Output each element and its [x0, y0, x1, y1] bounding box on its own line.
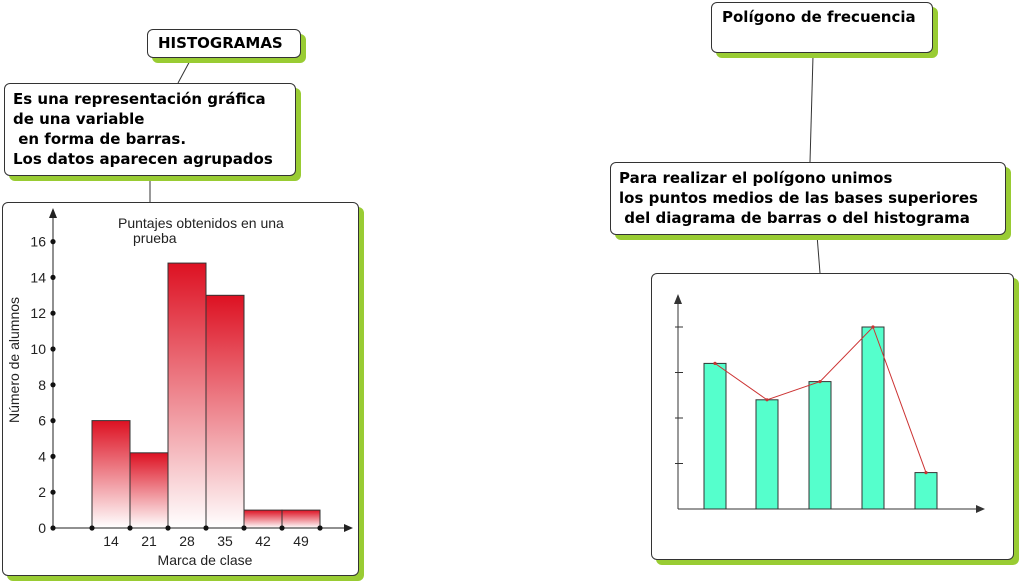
polygon-bar	[755, 399, 779, 510]
histogram-bar	[281, 509, 321, 529]
y-axis-arrow	[674, 294, 682, 304]
y-tick-label: 0	[38, 520, 46, 536]
y-tick-label: 6	[38, 413, 46, 429]
description-line: Los datos aparecen agrupados	[13, 150, 273, 168]
polygon-point	[713, 361, 717, 365]
histogram-bar	[205, 294, 245, 529]
y-tick-label: 14	[30, 269, 46, 285]
y-tick-label: 8	[38, 377, 46, 393]
histogram-bar	[167, 262, 207, 529]
x-axis-arrow	[344, 524, 353, 532]
y-axis-arrow	[49, 208, 57, 218]
x-tick-label: 42	[255, 533, 271, 549]
y-tick-dot	[50, 239, 56, 245]
connector-title-to-description	[177, 56, 193, 84]
y-tick-label: 10	[30, 341, 46, 357]
y-tick-dot	[50, 382, 56, 388]
y-tick-dot	[50, 453, 56, 459]
histogram-title: HISTOGRAMAS	[158, 34, 283, 52]
polygon-bar	[703, 362, 727, 510]
polygon-bar	[808, 381, 832, 510]
x-axis-arrow	[976, 505, 985, 513]
x-boundary-dot	[241, 525, 247, 531]
x-tick-label: 21	[141, 533, 157, 549]
x-tick-label: 14	[103, 533, 119, 549]
y-tick-dot	[50, 346, 56, 352]
histogram-description-node[interactable]: Es una representación gráfica de una var…	[4, 83, 296, 176]
histogram-chart-node[interactable]: Puntajes obtenidos en una prueba Número …	[2, 202, 359, 576]
y-tick-dot	[50, 310, 56, 316]
description-line: en forma de barras.	[13, 130, 187, 148]
y-tick-dot	[50, 525, 56, 531]
description-line: los puntos medios de las bases superiore…	[619, 189, 978, 207]
polygon-bar	[861, 326, 885, 510]
y-tick-label: 2	[38, 484, 46, 500]
histogram-title-node[interactable]: HISTOGRAMAS	[147, 29, 301, 58]
polygon-point	[765, 398, 769, 402]
x-boundary-dot	[89, 525, 95, 531]
histogram-bar	[129, 452, 169, 529]
y-tick-dot	[50, 274, 56, 280]
histogram-bar	[243, 509, 283, 529]
x-boundary-dot	[127, 525, 133, 531]
polygon-point	[871, 325, 875, 329]
polygon-title: Polígono de frecuencia	[722, 8, 916, 26]
chart-title-line-2: prueba	[133, 230, 177, 246]
description-line: Para realizar el polígono unimos	[619, 169, 893, 187]
y-tick-label: 4	[38, 448, 46, 464]
y-tick-label: 12	[30, 305, 46, 321]
y-tick-label: 16	[30, 234, 46, 250]
polygon-bar	[914, 472, 938, 510]
polygon-point	[924, 471, 928, 475]
chart-title-line-1: Puntajes obtenidos en una	[118, 215, 284, 231]
x-boundary-dot	[203, 525, 209, 531]
polygon-description-node[interactable]: Para realizar el polígono unimos los pun…	[610, 162, 1006, 235]
polygon-chart-node[interactable]	[651, 273, 1014, 560]
x-tick-label: 28	[179, 533, 195, 549]
y-axis-label: Número de alumnos	[6, 297, 22, 423]
description-line: Es una representación gráfica	[13, 90, 266, 108]
y-tick-dot	[50, 489, 56, 495]
description-line: de una variable	[13, 110, 145, 128]
connector-polygon-title-to-description	[809, 55, 814, 163]
x-tick-label: 49	[293, 533, 309, 549]
polygon-point	[818, 380, 822, 384]
y-tick-dot	[50, 418, 56, 424]
description-line: del diagrama de barras o del histograma	[619, 209, 970, 227]
polygon-title-node[interactable]: Polígono de frecuencia	[711, 2, 933, 53]
connector-polygon-description-to-chart	[816, 234, 821, 274]
x-boundary-dot	[317, 525, 323, 531]
histogram-chart: Puntajes obtenidos en una prueba Número …	[6, 208, 353, 568]
frequency-polygon-chart	[674, 294, 985, 513]
x-boundary-dot	[165, 525, 171, 531]
x-axis-label: Marca de clase	[158, 552, 253, 568]
x-boundary-dot	[279, 525, 285, 531]
histogram-bar	[91, 420, 131, 529]
x-tick-label: 35	[217, 533, 233, 549]
